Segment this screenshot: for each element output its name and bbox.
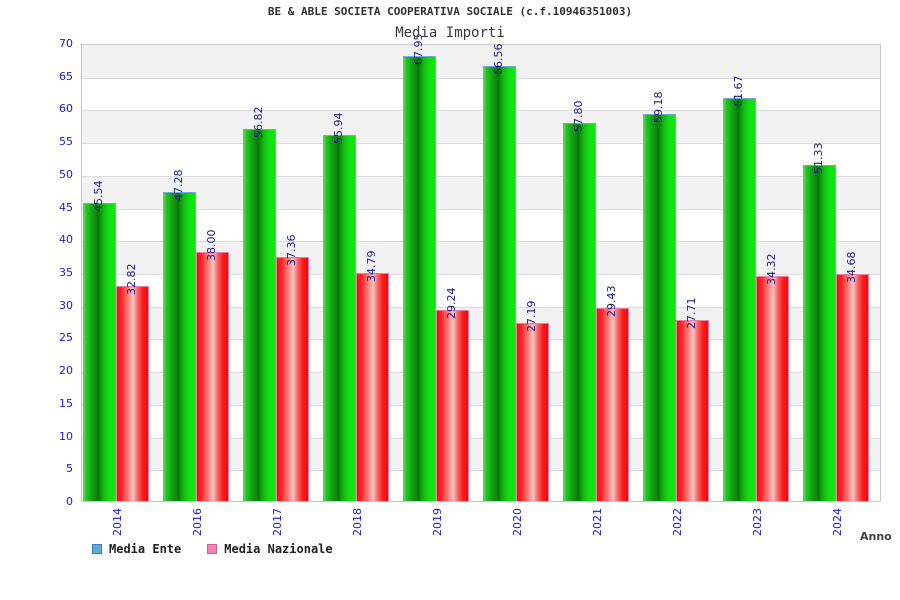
gridline: [82, 404, 880, 406]
legend-swatch-icon-media-ente: [92, 544, 102, 554]
y-axis-tick-label: 15: [59, 396, 73, 410]
y-axis-tick-label: 60: [59, 102, 73, 116]
bar-value-label: 27.71: [684, 297, 698, 329]
bar-media-nazionale-2018[interactable]: [356, 273, 389, 501]
bar-value-label: 59.18: [651, 91, 665, 123]
gridline: [82, 241, 880, 243]
legend-swatch-icon-media-nazionale: [207, 544, 218, 554]
bar-media-ente-2014[interactable]: [83, 203, 116, 501]
bar-media-nazionale-2021[interactable]: [596, 308, 629, 501]
bar-value-label: 38.00: [204, 229, 218, 262]
gridline: [82, 339, 880, 341]
gridline: [82, 306, 880, 308]
bar-value-label: 34.32: [764, 253, 778, 286]
x-axis-tick-label: 2014: [111, 508, 124, 536]
bar-value-label: 61.67: [731, 75, 745, 107]
bar-media-nazionale-2014[interactable]: [116, 286, 149, 501]
background-band: [82, 45, 880, 78]
y-axis-tick-label: 20: [59, 364, 73, 378]
bar-value-label: 37.36: [284, 234, 298, 266]
x-axis-tick-label: 2020: [511, 508, 524, 536]
bar-value-label: 29.24: [444, 287, 458, 319]
y-axis-tick-label: 45: [59, 200, 73, 214]
y-axis-tick-label: 35: [59, 266, 73, 279]
plot-area: 45.54 32.82 47.28 38.00 56.82 37.36 55.94 34.79…: [81, 34, 881, 502]
y-axis-tick-label: 10: [59, 429, 73, 443]
bar-value-label: 56.82: [251, 106, 265, 139]
gridline: [82, 110, 880, 112]
bar-media-nazionale-2019[interactable]: [436, 309, 469, 501]
y-axis-tick-label: 25: [59, 331, 73, 345]
y-axis-tick-label: 70: [59, 37, 73, 50]
bar-value-label: 66.56: [491, 43, 505, 75]
gridline: [82, 274, 880, 275]
y-axis-tick-label: 50: [59, 167, 73, 181]
chart-subtitle: Media Importi: [395, 25, 505, 41]
gridline: [82, 143, 880, 145]
bar-media-nazionale-2020[interactable]: [516, 323, 549, 501]
bar-value-label: 27.19: [524, 300, 538, 333]
x-axis-title: Anno: [860, 530, 892, 543]
x-axis-tick-label: 2016: [191, 508, 204, 536]
bar-value-label: 34.68: [844, 251, 858, 284]
y-axis-tick-label: 30: [59, 298, 73, 312]
x-axis-tick-label: 2019: [431, 508, 444, 536]
bar-media-ente-2024[interactable]: [803, 165, 836, 501]
bar-media-ente-2017[interactable]: [243, 129, 276, 501]
bar-media-nazionale-2022[interactable]: [676, 319, 709, 501]
bar-media-ente-2020[interactable]: [483, 65, 516, 501]
legend-item-media-ente[interactable]: Media Ente: [92, 542, 181, 556]
gridline: [82, 208, 880, 210]
y-axis-tick-label: 5: [66, 462, 73, 476]
chart-legend: Media Ente Media Nazionale: [92, 542, 333, 556]
y-axis-tick-label: 65: [59, 69, 73, 83]
x-axis-tick-label: 2021: [591, 508, 604, 536]
bar-value-label: 29.43: [604, 285, 618, 318]
bar-value-label: 32.82: [124, 263, 138, 296]
bar-media-nazionale-2024[interactable]: [836, 274, 869, 501]
bar-media-ente-2021[interactable]: [563, 122, 596, 501]
legend-label-media-ente: Media Ente: [109, 542, 182, 556]
gridline: [82, 470, 880, 472]
background-band: [82, 175, 880, 209]
bar-value-label: 57.80: [571, 100, 585, 132]
bar-value-label: 51.33: [811, 142, 825, 175]
chart-title: BE & ABLE SOCIETA COOPERATIVA SOCIALE (c…: [267, 5, 633, 18]
x-axis-tick-label: 2018: [351, 508, 364, 536]
gridline: [82, 372, 880, 374]
bar-media-nazionale-2023[interactable]: [756, 276, 789, 501]
x-axis-tick-label: 2022: [671, 508, 684, 536]
bar-media-ente-2016[interactable]: [163, 191, 196, 501]
bar-media-ente-2022[interactable]: [643, 113, 676, 501]
background-band: [82, 110, 880, 144]
gridline: [82, 77, 880, 79]
x-axis-tick-label: 2023: [751, 508, 764, 536]
y-axis-tick-label: 0: [66, 495, 73, 508]
gridline: [82, 437, 880, 439]
bar-media-nazionale-2016[interactable]: [196, 252, 229, 501]
legend-label-media-nazionale: Media Nazionale: [224, 542, 333, 556]
x-axis-tick-label: 2017: [271, 508, 284, 536]
y-axis-tick-label: 55: [59, 135, 73, 149]
legend-item-media-nazionale[interactable]: Media Nazionale: [207, 542, 333, 556]
gridline: [82, 175, 880, 177]
bar-media-ente-2019[interactable]: [403, 56, 436, 501]
bar-media-ente-2023[interactable]: [723, 97, 756, 501]
bar-media-nazionale-2017[interactable]: [276, 256, 309, 501]
y-axis-tick-label: 40: [59, 233, 73, 247]
bar-value-label: 55.94: [331, 112, 345, 144]
bar-value-label: 47.28: [171, 169, 185, 201]
x-axis-tick-label: 2024: [831, 508, 844, 536]
bar-media-ente-2018[interactable]: [323, 135, 356, 501]
bar-value-label: 45.54: [91, 180, 105, 213]
bar-value-label: 34.79: [364, 250, 378, 283]
